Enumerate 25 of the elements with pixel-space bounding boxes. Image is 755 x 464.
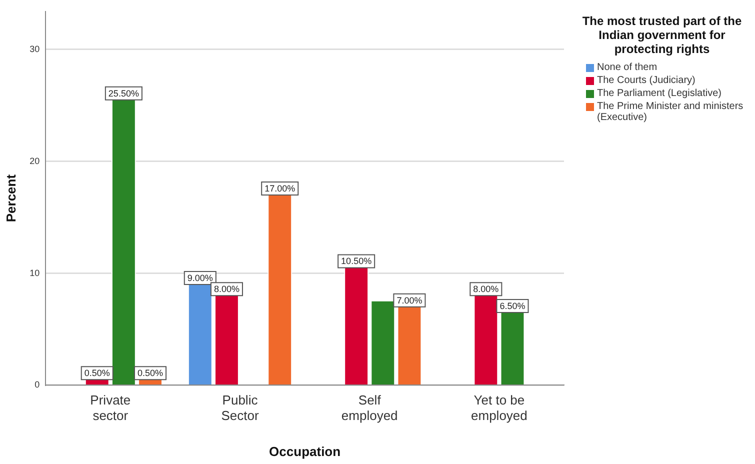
x-tick-label: Self employed [341, 392, 398, 424]
data-label: 6.50% [500, 300, 526, 311]
data-label: 9.00% [187, 272, 213, 283]
legend-title: The most trusted part of the Indian government for protecting rights [581, 14, 743, 56]
data-label: 25.50% [108, 88, 139, 98]
legend-label: The Courts (Judiciary) [597, 75, 696, 86]
data-label: 0.50% [84, 368, 110, 378]
y-tick-label: 10 [30, 268, 40, 278]
data-label: 0.50% [137, 368, 164, 378]
y-axis-title: Percent [3, 174, 18, 222]
x-axis-title: Occupation [269, 444, 341, 459]
legend-label: The Prime Minister and ministers (Executive) [597, 101, 744, 123]
y-tick-label: 30 [30, 44, 40, 54]
y-tick-label: 0 [34, 380, 40, 390]
data-label: 7.00% [396, 295, 422, 306]
x-tick-label: Private sector [90, 392, 131, 424]
x-tick-label: Public Sector [221, 392, 260, 424]
legend-label: The Parliament (Legislative) [597, 88, 722, 99]
data-label: 17.00% [264, 183, 296, 194]
legend-label: None of them [597, 62, 658, 73]
x-tick-label: Yet to be employed [471, 392, 528, 424]
y-tick-label: 20 [30, 156, 40, 166]
data-label: 10.50% [341, 256, 372, 266]
data-label: 8.00% [214, 284, 240, 294]
data-label: 8.00% [473, 284, 499, 294]
